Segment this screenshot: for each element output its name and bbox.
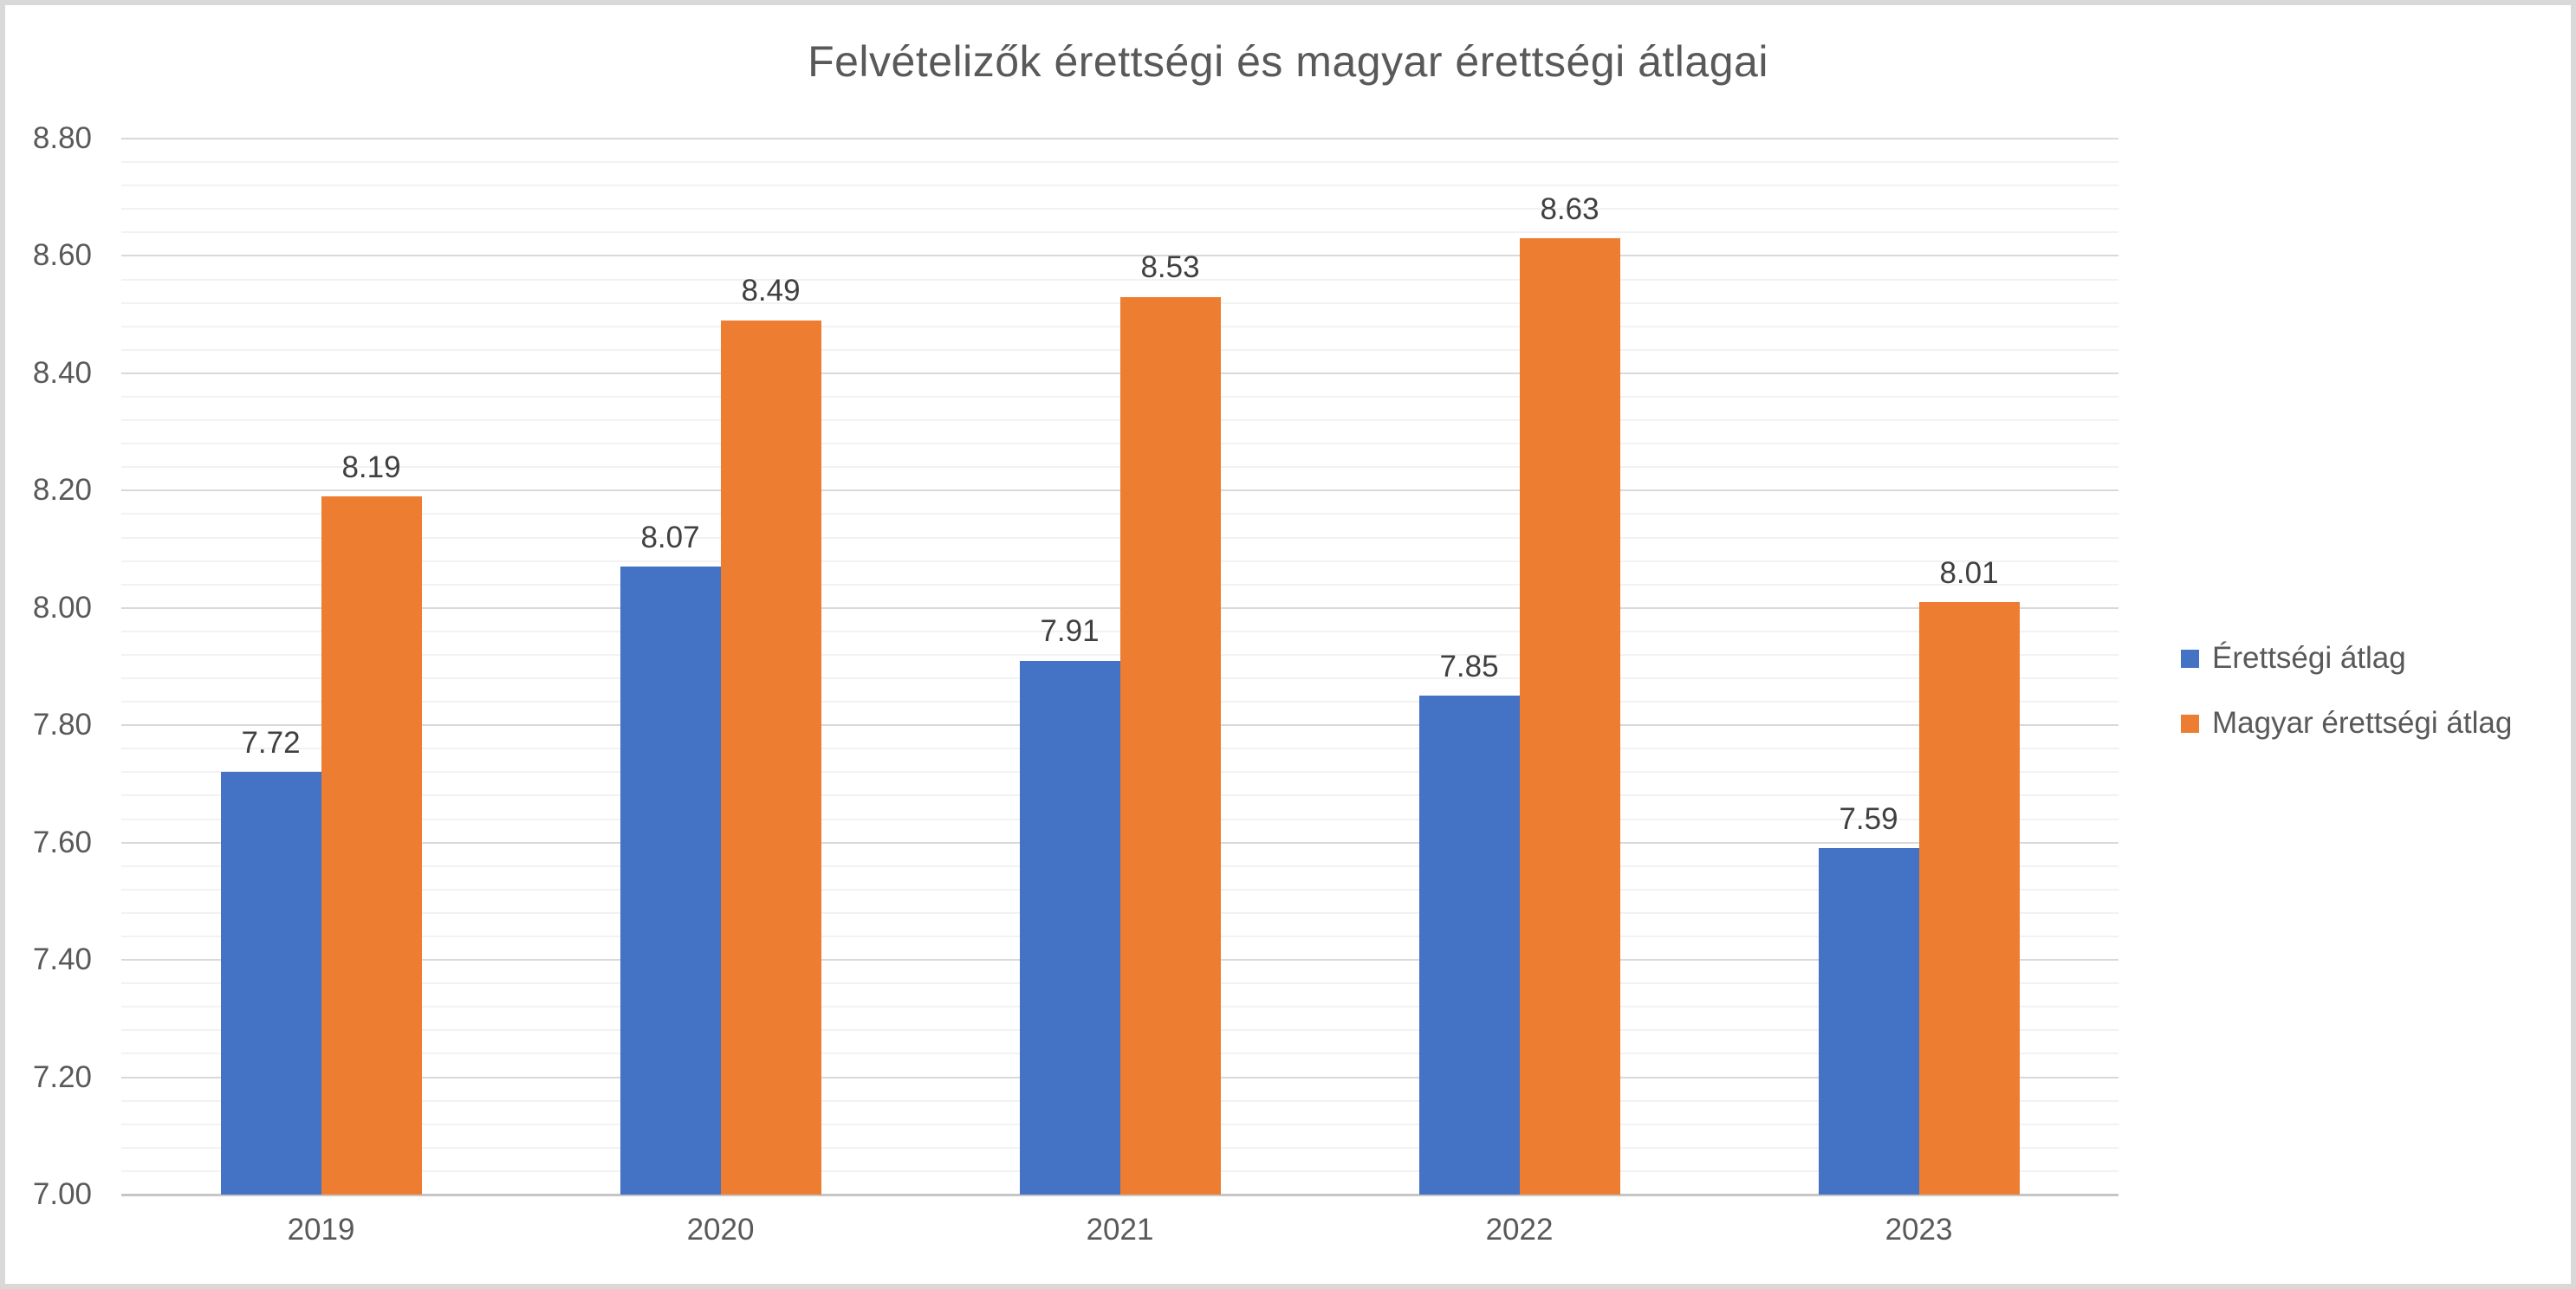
x-axis: 2019 2020 2021 2022 2023 [121,1213,2119,1256]
y-axis-tick-label: 7.80 [32,708,92,742]
data-label: 8.49 [741,274,801,308]
data-label: 7.91 [1040,614,1100,649]
data-label: 8.19 [341,450,401,484]
y-axis-tick-label: 8.20 [32,473,92,508]
legend-swatch-icon [2181,714,2199,733]
data-label: 8.63 [1540,191,1599,226]
major-gridline [121,255,2119,257]
data-label: 7.85 [1439,649,1499,683]
y-axis-tick-label: 8.80 [32,121,92,155]
bar-magyar-retts-gi-tlag-2022 [1519,238,1620,1195]
bar--retts-gi-tlag-2022 [1418,696,1520,1195]
bars-layer: 7.72 8.19 8.07 8.49 7.91 8.53 7.85 8.63 7.59 8.01 [121,139,2119,1195]
bar--retts-gi-tlag-2021 [1019,660,1120,1195]
legend-label: Magyar érettségi átlag [2212,706,2513,740]
major-gridline [121,138,2119,139]
minor-gridline [121,208,2119,211]
x-axis-tick-label: 2023 [1885,1213,1953,1247]
data-label: 8.53 [1140,250,1200,285]
minor-gridline [121,161,2119,164]
chart-title: Felvételizők érettségi és magyar érettsé… [808,37,1768,86]
legend-item: Érettségi átlag [2181,641,2512,676]
bar--retts-gi-tlag-2019 [220,772,321,1195]
x-axis-tick-label: 2019 [287,1213,355,1247]
legend: Érettségi átlag Magyar érettségi átlag [2181,641,2512,741]
y-axis-tick-label: 7.00 [32,1177,92,1211]
y-axis-tick-label: 8.60 [32,238,92,273]
y-axis-tick-label: 7.60 [32,825,92,859]
data-label: 8.01 [1939,555,1999,590]
bar--retts-gi-tlag-2023 [1818,848,1919,1195]
y-axis-tick-label: 8.00 [32,590,92,625]
x-axis-tick-label: 2020 [686,1213,755,1247]
minor-gridline [121,185,2119,187]
y-axis-tick-label: 7.20 [32,1059,92,1094]
legend-swatch-icon [2181,649,2199,668]
minor-gridline [121,231,2119,234]
data-label: 8.07 [640,520,700,554]
y-axis: 7.00 7.20 7.40 7.60 7.80 8.00 8.20 8.40 8.60 8.80 [0,121,92,1211]
bar-magyar-retts-gi-tlag-2023 [1918,602,2020,1195]
y-axis-tick-label: 8.40 [32,355,92,390]
x-axis-tick-label: 2022 [1485,1213,1554,1247]
minor-gridline [121,278,2119,281]
plot-area: 7.72 8.19 8.07 8.49 7.91 8.53 7.85 8.63 7.59 8.01 [121,138,2119,1196]
legend-label: Érettségi átlag [2212,641,2406,675]
data-label: 7.59 [1839,801,1898,836]
y-axis-tick-label: 7.40 [32,942,92,977]
legend-item: Magyar érettségi átlag [2181,706,2512,741]
bar-magyar-retts-gi-tlag-2020 [720,320,821,1195]
data-label: 7.72 [241,725,301,760]
x-axis-tick-label: 2021 [1086,1213,1154,1247]
bar-magyar-retts-gi-tlag-2019 [321,496,422,1195]
bar-magyar-retts-gi-tlag-2021 [1119,296,1221,1195]
x-axis-line [121,1194,2119,1196]
bar--retts-gi-tlag-2020 [620,567,721,1195]
